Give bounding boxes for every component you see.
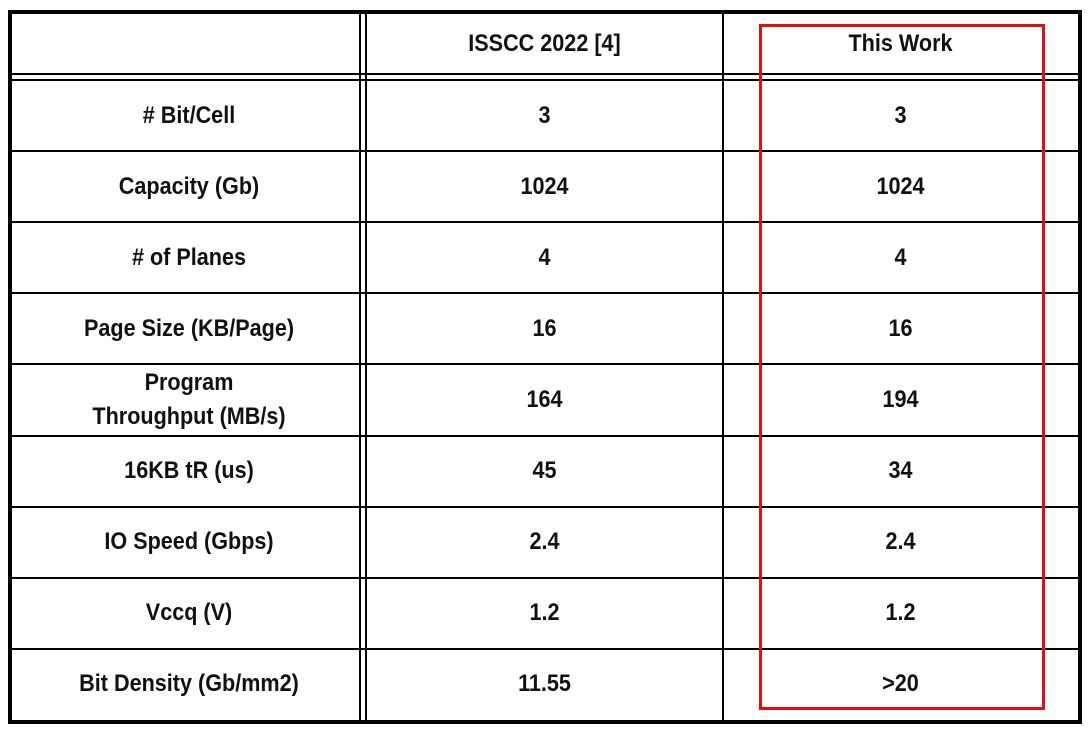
cell-value: 16 (532, 314, 557, 342)
column-divider (365, 12, 367, 720)
highlight-box (759, 24, 1045, 710)
table-frame (8, 10, 1082, 724)
cell-value: 2.4 (885, 528, 916, 556)
cell-value: 34 (888, 457, 913, 485)
cell-value: 1024 (876, 172, 925, 200)
row-divider (12, 434, 1078, 437)
row-label: Page Size (KB/Page) (83, 314, 295, 342)
cell-value: 194 (882, 385, 919, 413)
cell-value: 45 (532, 457, 557, 485)
column-header: ISSCC 2022 [4] (468, 30, 621, 57)
column-divider (359, 12, 361, 720)
row-divider (12, 505, 1078, 508)
row-divider (12, 576, 1078, 579)
row-divider (12, 292, 1078, 295)
row-label: Vccq (V) (145, 599, 233, 627)
column-divider (722, 12, 724, 720)
row-label: 16KB tR (us) (124, 457, 254, 485)
cell-value: 2.4 (529, 528, 560, 556)
cell-value: 1.2 (885, 599, 916, 627)
cell-value: 3 (894, 101, 907, 129)
cell-value: 164 (526, 385, 563, 413)
cell-value: 1.2 (529, 599, 560, 627)
row-divider (12, 647, 1078, 650)
row-divider (12, 150, 1078, 153)
cell-value: 4 (538, 243, 551, 271)
cell-value: 1024 (520, 172, 569, 200)
header-divider (12, 73, 1078, 75)
cell-value: 4 (894, 243, 907, 271)
row-divider (12, 221, 1078, 224)
row-label: Program Throughput (MB/s) (92, 368, 286, 430)
row-label: Bit Density (Gb/mm2) (79, 670, 299, 698)
cell-value: >20 (882, 670, 919, 698)
row-label: IO Speed (Gbps) (104, 528, 274, 556)
row-divider (12, 363, 1078, 366)
row-label: Capacity (Gb) (118, 172, 260, 200)
row-label: # Bit/Cell (142, 101, 236, 129)
header-divider (12, 79, 1078, 81)
cell-value: 3 (538, 101, 551, 129)
cell-value: 11.55 (518, 670, 571, 698)
row-label: # of Planes (131, 243, 247, 271)
column-header: This Work (848, 30, 953, 57)
cell-value: 16 (888, 314, 913, 342)
